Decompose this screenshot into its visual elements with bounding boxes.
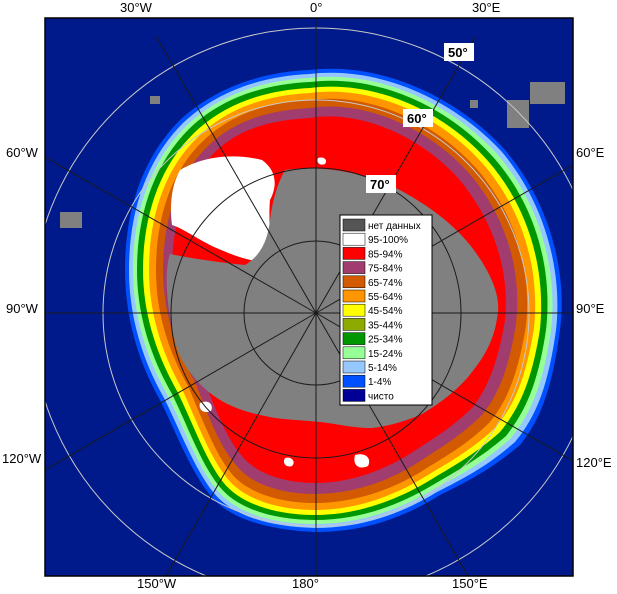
meridian-60w — [45, 156, 317, 314]
legend-swatch — [342, 332, 366, 345]
lon-label-180: 180° — [292, 576, 319, 591]
legend-label: 75-84% — [368, 264, 403, 275]
lat-label-60-text: 60° — [407, 111, 427, 126]
map-frame — [44, 17, 574, 577]
lon-label-150w: 150°W — [137, 576, 177, 591]
legend-swatch — [342, 346, 366, 360]
legend-swatch — [342, 218, 366, 232]
lon-label-90w: 90°W — [6, 301, 39, 316]
legend-swatch — [342, 303, 366, 317]
ice-patch-95-100-small-d — [317, 157, 327, 165]
meridian-120w — [45, 312, 317, 471]
lon-label-0: 0° — [310, 0, 322, 15]
legend-swatch — [342, 360, 366, 374]
lat-label-70-text: 70° — [370, 177, 390, 192]
lat-label-60: 60° — [403, 109, 433, 127]
lon-label-120w: 120°W — [2, 451, 42, 466]
lon-label-60e: 60°E — [576, 145, 605, 160]
legend-label: 5-14% — [368, 363, 397, 374]
legend-label: нет данных — [368, 221, 421, 232]
legend-swatch — [342, 275, 366, 289]
legend-label: 55-64% — [368, 292, 403, 303]
lat-label-70: 70° — [366, 175, 396, 193]
legend: нет данных 95-100% 85-94% 75-84% 65-74% 55-64… — [339, 214, 433, 406]
legend-swatch — [342, 318, 366, 331]
legend-swatch — [342, 389, 366, 402]
lon-label-150e: 150°E — [452, 576, 488, 591]
legend-swatch — [342, 232, 366, 246]
legend-label: 65-74% — [368, 278, 403, 289]
legend-label: 45-54% — [368, 306, 403, 317]
meridian-150w — [165, 312, 317, 576]
ice-patch-95-100-small-b — [283, 457, 294, 467]
lon-label-120e: 120°E — [576, 455, 612, 470]
lat-label-50: 50° — [444, 43, 474, 61]
lon-label-60w: 60°W — [6, 145, 39, 160]
legend-swatch — [342, 374, 366, 388]
legend-label: 25-34% — [368, 335, 403, 346]
legend-label: 95-100% — [368, 235, 408, 246]
legend-swatch — [342, 247, 366, 260]
legend-label: 35-44% — [368, 320, 403, 331]
legend-swatch — [342, 261, 366, 274]
ice-patch-95-100-weddell — [170, 156, 275, 262]
legend-items: нет данных 95-100% 85-94% 75-84% 65-74% 55-64… — [342, 218, 421, 402]
lat-label-50-text: 50° — [448, 45, 468, 60]
ice-patch-95-100-small-a — [354, 454, 370, 468]
no-data-patch-c — [60, 212, 82, 228]
legend-label: 85-94% — [368, 249, 403, 260]
legend-label: чисто — [368, 391, 394, 402]
no-data-patch-e — [470, 100, 478, 108]
legend-swatch — [342, 289, 366, 303]
lon-label-90e: 90°E — [576, 301, 605, 316]
legend-label: 1-4% — [368, 377, 391, 388]
meridian-30w — [155, 35, 317, 314]
legend-label: 15-24% — [368, 349, 403, 360]
no-data-patch-d — [150, 96, 160, 104]
lon-label-30e: 30°E — [472, 0, 501, 15]
no-data-patch-b — [530, 82, 565, 104]
lon-label-30w: 30°W — [120, 0, 153, 15]
